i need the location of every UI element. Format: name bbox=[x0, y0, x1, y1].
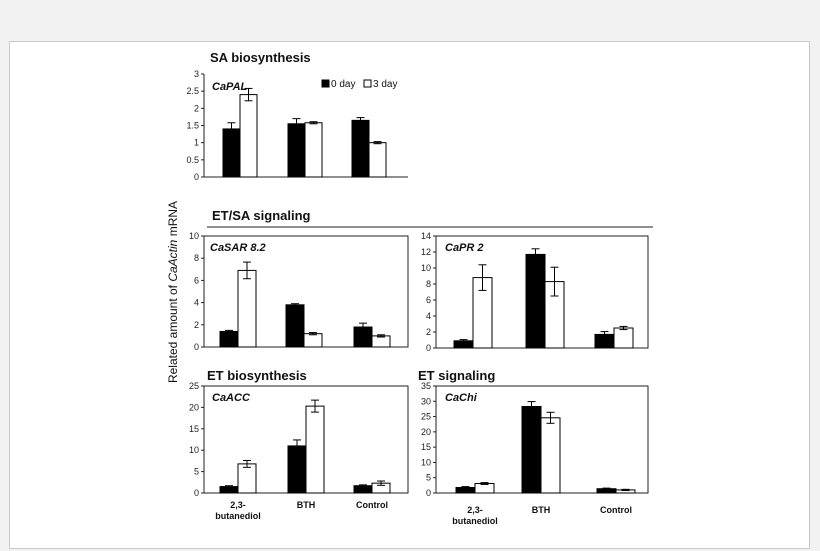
y-tick-label-cachi: 5 bbox=[426, 473, 431, 483]
legend-swatch-3-day bbox=[363, 79, 372, 88]
x-tick-label-cachi: Control bbox=[600, 505, 632, 515]
chart-title-capal: CaPAL bbox=[212, 81, 248, 93]
bar-capal-3-day-2 bbox=[368, 142, 387, 178]
y-tick-label-capal: 3 bbox=[194, 69, 199, 79]
y-tick-label-cachi: 35 bbox=[421, 381, 431, 391]
y-tick-label-caacc: 20 bbox=[189, 402, 199, 412]
y-tick-label-capr2: 4 bbox=[426, 311, 431, 321]
x-tick-label-caacc: 2,3- bbox=[230, 500, 246, 510]
chart-title-cachi: CaChi bbox=[445, 392, 478, 404]
chart-casar: 0 2 4 6 8 10 CaSAR 8.2 bbox=[189, 231, 409, 352]
bar-cachi-3-day-1 bbox=[540, 417, 561, 494]
y-tick-label-capal: 0 bbox=[194, 172, 199, 182]
bar-capal-0-day-0 bbox=[222, 128, 241, 178]
section-title-et-sa-signaling: ET/SA signaling bbox=[212, 208, 311, 223]
bar-casar-3-day-0 bbox=[237, 269, 257, 348]
y-tick-label-capal: 2.5 bbox=[186, 86, 199, 96]
y-tick-label-cachi: 20 bbox=[421, 427, 431, 437]
bar-capr2-0-day-1 bbox=[525, 253, 546, 349]
bar-cachi-0-day-1 bbox=[521, 405, 542, 494]
y-tick-label-capal: 0.5 bbox=[186, 155, 199, 165]
y-tick-label-capr2: 0 bbox=[426, 343, 431, 353]
bar-capal-3-day-1 bbox=[304, 122, 323, 178]
y-tick-label-capr2: 12 bbox=[421, 247, 431, 257]
bar-capal-0-day-1 bbox=[287, 123, 306, 178]
section-title-et-biosynthesis: ET biosynthesis bbox=[207, 368, 307, 383]
y-tick-label-caacc: 15 bbox=[189, 424, 199, 434]
bar-casar-0-day-0 bbox=[219, 330, 239, 348]
y-axis-label: Related amount of CaActin mRNA bbox=[166, 201, 180, 383]
chart-capal: 0 0.5 1 1.5 2 2.5 3 CaPAL bbox=[186, 69, 408, 182]
bar-casar-3-day-2 bbox=[371, 335, 391, 348]
y-tick-label-cachi: 0 bbox=[426, 488, 431, 498]
y-tick-label-casar: 0 bbox=[194, 342, 199, 352]
chart-title-capr2: CaPR 2 bbox=[445, 242, 484, 254]
chart-title-casar: CaSAR 8.2 bbox=[210, 242, 266, 254]
y-tick-label-cachi: 15 bbox=[421, 442, 431, 452]
chart-caacc: 0 5 10 15 20 25 CaACC 2,3-butanediol BTH Control bbox=[189, 381, 409, 521]
y-tick-label-capal: 2 bbox=[194, 103, 199, 113]
y-tick-label-cachi: 25 bbox=[421, 412, 431, 422]
bar-casar-0-day-1 bbox=[285, 304, 305, 348]
y-tick-label-casar: 6 bbox=[194, 275, 199, 285]
y-tick-label-cachi: 10 bbox=[421, 457, 431, 467]
bar-capal-0-day-2 bbox=[351, 119, 370, 178]
x-tick-label-cachi: 2,3- bbox=[467, 505, 483, 515]
bar-capal-3-day-0 bbox=[239, 94, 258, 178]
legend: 0 day 3 day bbox=[321, 79, 397, 90]
bar-caacc-0-day-1 bbox=[287, 445, 307, 494]
y-tick-label-casar: 8 bbox=[194, 253, 199, 263]
x-tick-label-cachi: butanediol bbox=[452, 516, 498, 526]
y-tick-label-capr2: 14 bbox=[421, 231, 431, 241]
legend-swatch-0-day bbox=[321, 79, 330, 88]
x-tick-label-caacc: Control bbox=[356, 500, 388, 510]
y-tick-label-capal: 1 bbox=[194, 138, 199, 148]
bar-capr2-3-day-2 bbox=[613, 327, 634, 349]
x-tick-label-caacc: BTH bbox=[297, 500, 316, 510]
bar-cachi-3-day-0 bbox=[474, 483, 495, 494]
y-tick-label-casar: 4 bbox=[194, 298, 199, 308]
y-tick-label-capr2: 8 bbox=[426, 279, 431, 289]
y-tick-label-caacc: 10 bbox=[189, 445, 199, 455]
y-tick-label-caacc: 0 bbox=[194, 488, 199, 498]
x-tick-label-caacc: butanediol bbox=[215, 511, 261, 521]
bar-caacc-3-day-1 bbox=[305, 405, 325, 494]
x-tick-label-cachi: BTH bbox=[532, 505, 551, 515]
chart-capr2: 0 2 4 6 8 10 12 14 CaPR 2 bbox=[421, 231, 649, 353]
chart-title-caacc: CaACC bbox=[212, 392, 251, 404]
legend-label-0-day: 0 day bbox=[331, 79, 355, 90]
y-tick-label-cachi: 30 bbox=[421, 396, 431, 406]
section-title-et-signaling: ET signaling bbox=[418, 368, 495, 383]
y-tick-label-capr2: 2 bbox=[426, 327, 431, 337]
legend-label-3-day: 3 day bbox=[373, 79, 397, 90]
y-tick-label-casar: 10 bbox=[189, 231, 199, 241]
bar-caacc-3-day-0 bbox=[237, 463, 257, 494]
y-tick-label-capr2: 6 bbox=[426, 295, 431, 305]
y-tick-label-caacc: 5 bbox=[194, 467, 199, 477]
section-title-sa-biosynthesis: SA biosynthesis bbox=[210, 50, 311, 65]
y-tick-label-caacc: 25 bbox=[189, 381, 199, 391]
y-tick-label-capr2: 10 bbox=[421, 263, 431, 273]
y-tick-label-capal: 1.5 bbox=[186, 121, 199, 131]
bar-casar-3-day-1 bbox=[303, 333, 323, 348]
y-tick-label-casar: 2 bbox=[194, 320, 199, 330]
chart-cachi: 0 5 10 15 20 25 30 35 CaChi 2,3-butanediol BTH Cont… bbox=[421, 381, 649, 526]
